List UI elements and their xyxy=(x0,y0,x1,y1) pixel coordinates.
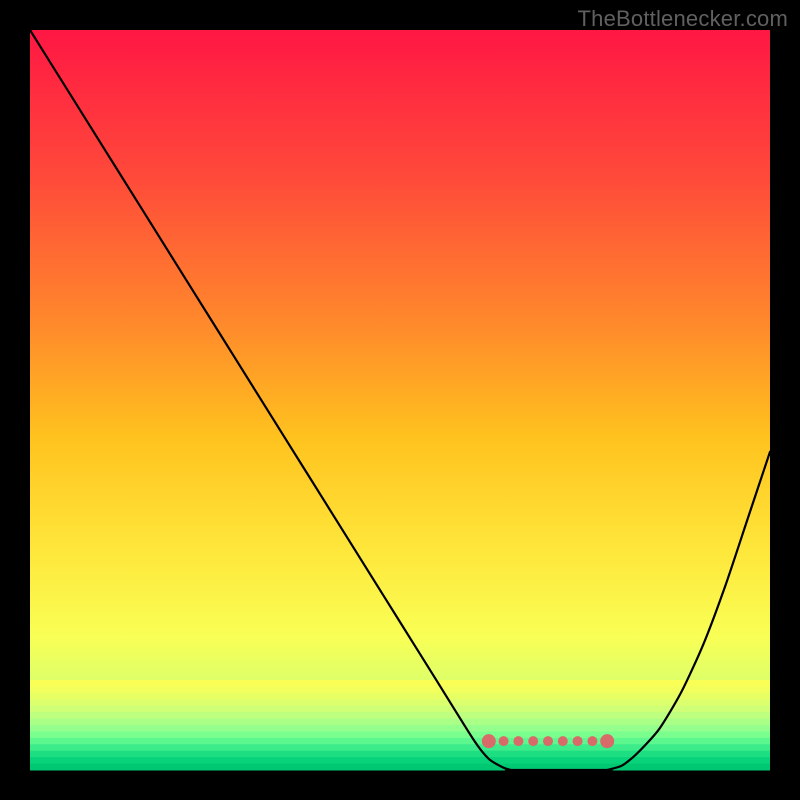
chart-container: TheBottlenecker.com xyxy=(0,0,800,800)
watermark-text: TheBottlenecker.com xyxy=(578,6,788,32)
bottleneck-curve-chart xyxy=(0,0,800,800)
